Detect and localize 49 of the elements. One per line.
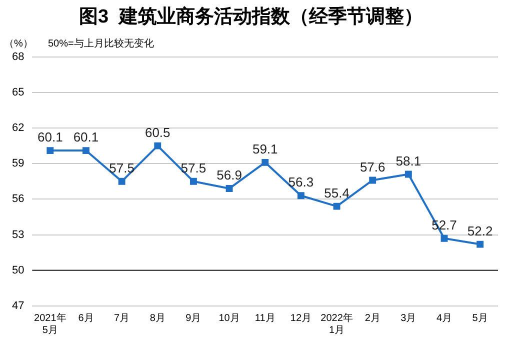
x-tick-label: 7月 [114, 312, 130, 324]
y-tick-label: 59 [12, 158, 24, 170]
x-tick-label: 9月 [186, 312, 202, 324]
text: 50%=与上月比较无变化 [48, 38, 154, 50]
x-tick-label: 11月 [254, 312, 276, 324]
x-tick-label: 3月 [400, 312, 416, 324]
point [46, 147, 54, 154]
point [226, 185, 233, 192]
y-tick-label: 50 [12, 264, 24, 276]
x-tick-label: 2月 [364, 312, 380, 324]
chart-title: 图3 建筑业商务活动指数（经季节调整） [78, 6, 424, 28]
x-tick-label: 10月 [218, 312, 240, 324]
x-tick-label: 5月 [472, 312, 488, 324]
y-tick-label: 53 [12, 228, 24, 241]
point [476, 240, 484, 248]
y-axis-title: （%） [4, 38, 33, 50]
point [190, 178, 197, 185]
x-tick-label: 4月 [436, 312, 452, 324]
y-tick-label: 65 [12, 86, 24, 98]
point [297, 192, 304, 200]
point [82, 147, 90, 154]
data-label: 56.3 [288, 174, 314, 190]
data-label: 60.1 [37, 130, 63, 145]
y-tick-label: 68 [12, 50, 24, 63]
x-tick-label: 2022年 1月 [320, 312, 353, 336]
data-label: 57.5 [109, 160, 134, 176]
point [369, 176, 376, 184]
data-label: 57.5 [180, 160, 206, 176]
point [262, 158, 269, 166]
data-label: 58.1 [396, 153, 422, 168]
data-label: 60.1 [73, 130, 99, 145]
x-tick-label: 2021年 5月 [34, 312, 66, 336]
point [440, 234, 448, 242]
point [154, 142, 162, 150]
x-tick-label: 12月 [290, 312, 312, 324]
data-label: 57.6 [360, 159, 386, 174]
point [118, 178, 126, 185]
x-tick-label: 8月 [150, 312, 166, 324]
data-label: 52.2 [467, 223, 493, 238]
data-label: 59.1 [252, 141, 278, 156]
data-label: 56.9 [216, 168, 242, 183]
y-tick-label: 56 [12, 193, 24, 206]
point [404, 170, 412, 178]
data-label: 60.5 [144, 124, 170, 140]
data-label: 55.4 [324, 185, 350, 200]
y-tick-label: 47 [12, 300, 24, 312]
x-tick-label: 6月 [78, 312, 94, 324]
y-tick-label: 62 [12, 122, 24, 134]
point [333, 202, 340, 210]
